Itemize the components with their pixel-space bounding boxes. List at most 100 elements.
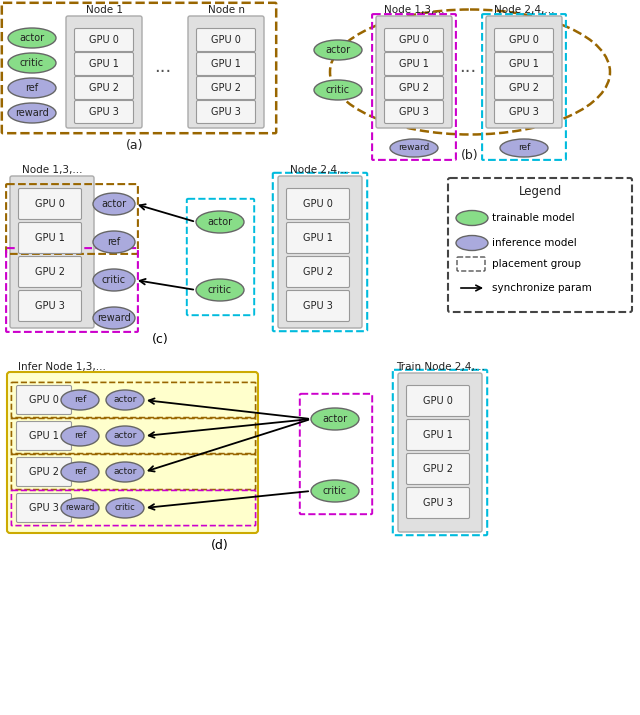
- FancyBboxPatch shape: [406, 488, 470, 518]
- Text: GPU 3: GPU 3: [509, 107, 539, 117]
- Ellipse shape: [311, 408, 359, 430]
- Text: ref: ref: [74, 468, 86, 476]
- FancyBboxPatch shape: [17, 458, 72, 486]
- Text: actor: actor: [323, 414, 348, 424]
- Text: GPU 0: GPU 0: [509, 35, 539, 45]
- Text: GPU 1: GPU 1: [399, 59, 429, 69]
- FancyBboxPatch shape: [19, 257, 81, 287]
- Text: GPU 0: GPU 0: [29, 395, 59, 405]
- Text: critic: critic: [323, 486, 347, 496]
- Text: synchronize param: synchronize param: [492, 283, 592, 293]
- Text: GPU 0: GPU 0: [35, 199, 65, 209]
- Text: actor: actor: [325, 45, 351, 55]
- Text: ref: ref: [518, 144, 530, 152]
- Text: GPU 2: GPU 2: [35, 267, 65, 277]
- Text: Infer Node 1,3,...: Infer Node 1,3,...: [18, 362, 106, 372]
- Ellipse shape: [8, 53, 56, 73]
- Ellipse shape: [196, 211, 244, 233]
- FancyBboxPatch shape: [19, 290, 81, 322]
- Text: GPU 1: GPU 1: [303, 233, 333, 243]
- FancyBboxPatch shape: [196, 101, 255, 124]
- Ellipse shape: [93, 307, 135, 329]
- FancyBboxPatch shape: [385, 52, 444, 76]
- Ellipse shape: [61, 462, 99, 482]
- FancyBboxPatch shape: [74, 52, 134, 76]
- Text: (c): (c): [152, 333, 168, 347]
- Text: GPU 2: GPU 2: [29, 467, 59, 477]
- FancyBboxPatch shape: [495, 101, 554, 124]
- Text: Train Node 2,4,...: Train Node 2,4,...: [396, 362, 484, 372]
- Ellipse shape: [314, 40, 362, 60]
- Ellipse shape: [311, 480, 359, 502]
- FancyBboxPatch shape: [448, 178, 632, 312]
- FancyBboxPatch shape: [406, 453, 470, 485]
- FancyBboxPatch shape: [19, 189, 81, 220]
- Text: actor: actor: [19, 33, 45, 43]
- Text: GPU 3: GPU 3: [89, 107, 119, 117]
- FancyBboxPatch shape: [385, 101, 444, 124]
- Text: reward: reward: [15, 108, 49, 118]
- FancyBboxPatch shape: [10, 176, 94, 328]
- FancyBboxPatch shape: [486, 16, 562, 128]
- FancyBboxPatch shape: [17, 493, 72, 523]
- FancyBboxPatch shape: [287, 257, 349, 287]
- Text: actor: actor: [113, 395, 137, 405]
- Text: GPU 2: GPU 2: [423, 464, 453, 474]
- Text: GPU 1: GPU 1: [211, 59, 241, 69]
- Text: GPU 3: GPU 3: [303, 301, 333, 311]
- Text: GPU 2: GPU 2: [89, 83, 119, 93]
- Text: Node 2,4,...: Node 2,4,...: [493, 5, 554, 15]
- Text: (b): (b): [461, 149, 479, 162]
- Text: GPU 2: GPU 2: [303, 267, 333, 277]
- Text: GPU 2: GPU 2: [509, 83, 539, 93]
- Text: GPU 2: GPU 2: [211, 83, 241, 93]
- Text: GPU 1: GPU 1: [35, 233, 65, 243]
- FancyBboxPatch shape: [385, 77, 444, 99]
- Text: GPU 3: GPU 3: [399, 107, 429, 117]
- Text: GPU 3: GPU 3: [211, 107, 241, 117]
- Text: GPU 0: GPU 0: [303, 199, 333, 209]
- Ellipse shape: [456, 210, 488, 225]
- Text: GPU 1: GPU 1: [89, 59, 119, 69]
- Text: actor: actor: [113, 468, 137, 476]
- Ellipse shape: [106, 390, 144, 410]
- Text: Node 2,4,...: Node 2,4,...: [290, 165, 350, 175]
- Text: critic: critic: [208, 285, 232, 295]
- Text: actor: actor: [101, 199, 127, 209]
- Text: GPU 3: GPU 3: [423, 498, 453, 508]
- Text: GPU 1: GPU 1: [29, 431, 59, 441]
- FancyBboxPatch shape: [188, 16, 264, 128]
- FancyBboxPatch shape: [17, 422, 72, 450]
- Ellipse shape: [93, 193, 135, 215]
- Text: critic: critic: [102, 275, 126, 285]
- Text: Node 1,3,...: Node 1,3,...: [22, 165, 83, 175]
- Text: Node 1: Node 1: [86, 5, 122, 15]
- FancyBboxPatch shape: [495, 52, 554, 76]
- Ellipse shape: [61, 390, 99, 410]
- Text: (d): (d): [211, 538, 229, 551]
- Text: critic: critic: [20, 58, 44, 68]
- Text: (a): (a): [126, 139, 144, 152]
- Ellipse shape: [8, 78, 56, 98]
- Ellipse shape: [93, 269, 135, 291]
- FancyBboxPatch shape: [287, 222, 349, 254]
- Text: critic: critic: [115, 503, 136, 513]
- Ellipse shape: [456, 235, 488, 250]
- FancyBboxPatch shape: [495, 29, 554, 51]
- FancyBboxPatch shape: [495, 77, 554, 99]
- Text: inference model: inference model: [492, 238, 577, 248]
- Text: GPU 3: GPU 3: [29, 503, 59, 513]
- FancyBboxPatch shape: [74, 77, 134, 99]
- Text: GPU 3: GPU 3: [35, 301, 65, 311]
- Ellipse shape: [61, 426, 99, 446]
- Text: GPU 1: GPU 1: [423, 430, 453, 440]
- Ellipse shape: [106, 498, 144, 518]
- Text: ref: ref: [74, 395, 86, 405]
- Ellipse shape: [390, 139, 438, 157]
- Ellipse shape: [314, 80, 362, 100]
- Text: placement group: placement group: [492, 259, 581, 269]
- FancyBboxPatch shape: [17, 385, 72, 415]
- Text: trainable model: trainable model: [492, 213, 575, 223]
- Ellipse shape: [8, 103, 56, 123]
- FancyBboxPatch shape: [457, 257, 485, 271]
